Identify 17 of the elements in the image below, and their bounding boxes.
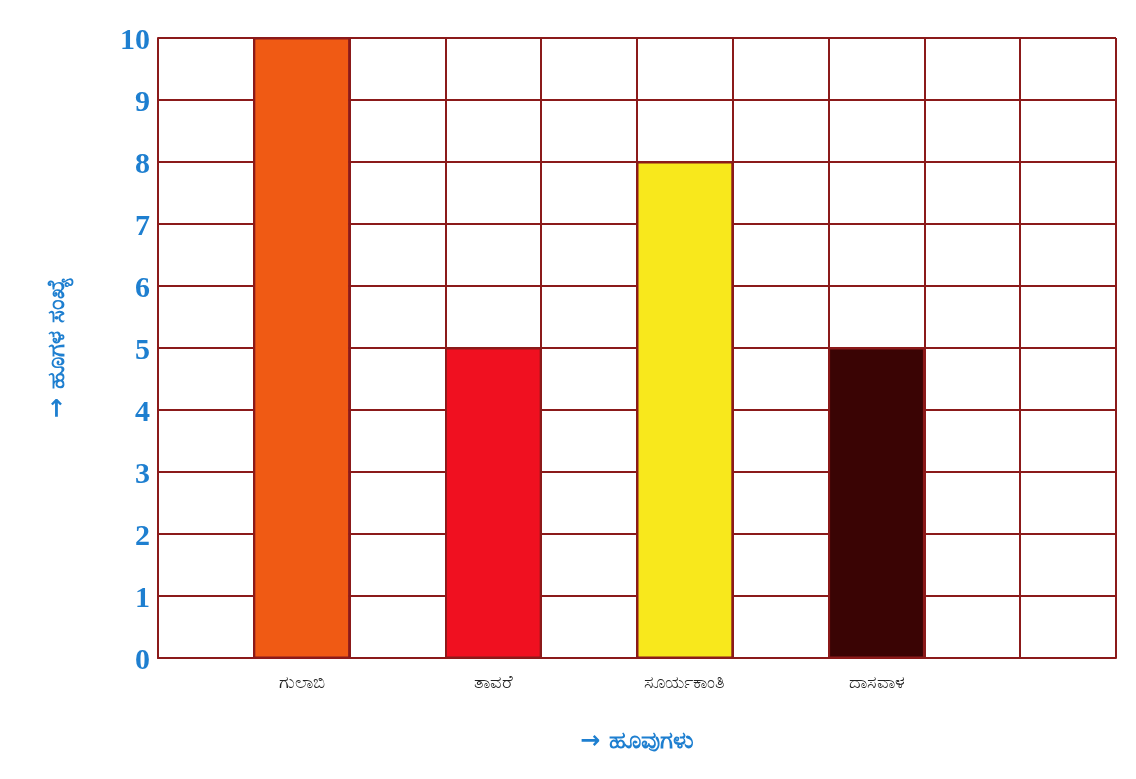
x-axis-title: → ಹೂವುಗಳು xyxy=(580,726,694,754)
y-tick-label: 9 xyxy=(135,83,150,117)
y-tick-label: 3 xyxy=(135,455,150,489)
y-tick-label: 7 xyxy=(135,207,150,241)
y-tick-label: 8 xyxy=(135,145,150,179)
y-tick-label: 6 xyxy=(135,269,150,303)
y-tick-label: 0 xyxy=(135,641,150,675)
y-tick-label: 5 xyxy=(135,331,150,365)
y-tick-label: 10 xyxy=(120,21,150,55)
x-tick-label: ಗುಲಾಬಿ xyxy=(278,670,325,692)
x-tick-label: ದಾಸವಾಳ xyxy=(848,670,905,692)
y-axis-title: → ಹೂಗಳ ಸಂಖ್ಯೆ xyxy=(42,278,74,418)
y-tick-label: 4 xyxy=(135,393,150,427)
x-tick-label: ಸೂರ್ಯಕಾಂತಿ xyxy=(644,670,726,692)
y-tick-label: 1 xyxy=(135,579,150,613)
x-tick-label: ತಾವರೆ xyxy=(473,670,513,692)
y-tick-label: 2 xyxy=(135,517,150,551)
